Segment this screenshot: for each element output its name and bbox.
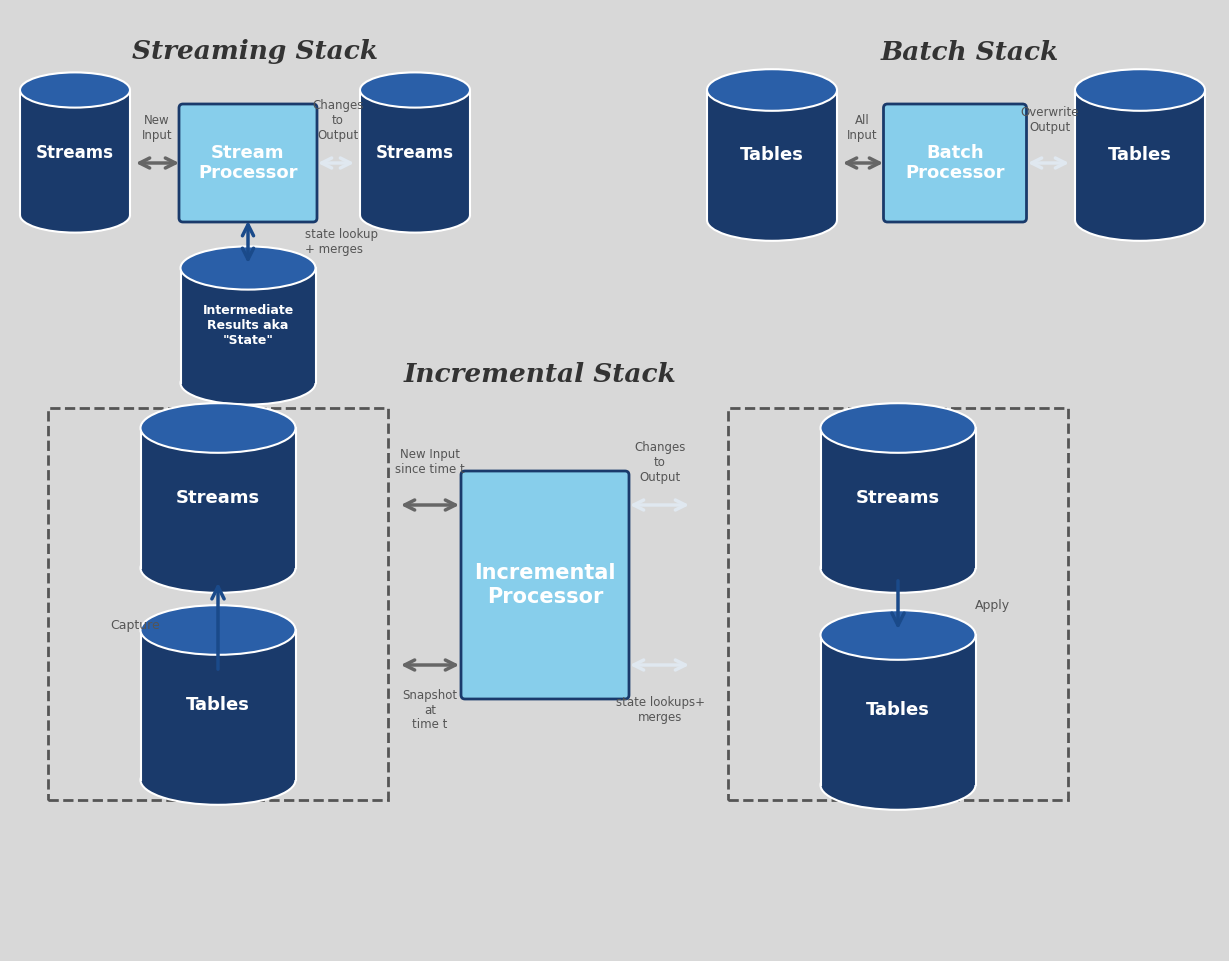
Text: Changes
to
Output: Changes to Output (312, 98, 364, 141)
Bar (728, 408, 1068, 800)
Text: Apply: Apply (975, 599, 1009, 611)
Text: New
Input: New Input (141, 114, 172, 142)
Ellipse shape (181, 246, 316, 289)
Bar (360, 90, 469, 215)
Bar (140, 428, 295, 568)
Ellipse shape (140, 543, 295, 593)
Text: Tables: Tables (1109, 146, 1172, 164)
Bar (48, 408, 388, 800)
Text: Streams: Streams (376, 143, 454, 161)
Text: Stream
Processor: Stream Processor (198, 143, 297, 183)
Text: Intermediate
Results aka
"State": Intermediate Results aka "State" (203, 304, 294, 347)
FancyBboxPatch shape (461, 471, 629, 699)
Text: Changes
to
Output: Changes to Output (634, 440, 686, 483)
Text: Tables: Tables (186, 696, 249, 714)
Bar (1075, 90, 1204, 220)
Text: Streaming Stack: Streaming Stack (132, 39, 379, 64)
Text: Incremental Stack: Incremental Stack (403, 362, 676, 387)
Text: Capture: Capture (111, 620, 160, 632)
Ellipse shape (821, 760, 976, 810)
Ellipse shape (707, 69, 837, 111)
Text: state lookup
+ merges: state lookup + merges (305, 228, 379, 256)
Ellipse shape (821, 543, 976, 593)
Ellipse shape (707, 199, 837, 241)
Bar (140, 630, 295, 780)
Text: state lookups+
merges: state lookups+ merges (616, 696, 704, 724)
Ellipse shape (360, 197, 469, 233)
Ellipse shape (140, 404, 295, 453)
Text: Batch
Processor: Batch Processor (906, 143, 1005, 183)
Ellipse shape (20, 72, 130, 108)
Ellipse shape (360, 72, 469, 108)
Bar (181, 268, 316, 383)
Text: Snapshot
at
time t: Snapshot at time t (402, 688, 457, 731)
Text: Streams: Streams (855, 489, 940, 507)
Ellipse shape (821, 404, 976, 453)
Text: Batch Stack: Batch Stack (881, 39, 1059, 64)
Ellipse shape (20, 197, 130, 233)
Bar (821, 428, 976, 568)
Text: All
Input: All Input (847, 114, 878, 142)
Ellipse shape (181, 361, 316, 405)
Bar (821, 635, 976, 785)
Bar (707, 90, 837, 220)
FancyBboxPatch shape (884, 104, 1026, 222)
Ellipse shape (1075, 199, 1204, 241)
Text: Tables: Tables (740, 146, 804, 164)
Text: Streams: Streams (36, 143, 114, 161)
Text: Overwrite
Output: Overwrite Output (1021, 106, 1079, 134)
FancyBboxPatch shape (179, 104, 317, 222)
Bar (20, 90, 130, 215)
Text: Incremental
Processor: Incremental Processor (474, 563, 616, 606)
Ellipse shape (821, 610, 976, 660)
Text: New Input
since time t: New Input since time t (396, 448, 465, 476)
Ellipse shape (140, 605, 295, 654)
Ellipse shape (1075, 69, 1204, 111)
Text: Tables: Tables (866, 701, 930, 719)
Ellipse shape (140, 755, 295, 804)
Text: Streams: Streams (176, 489, 261, 507)
